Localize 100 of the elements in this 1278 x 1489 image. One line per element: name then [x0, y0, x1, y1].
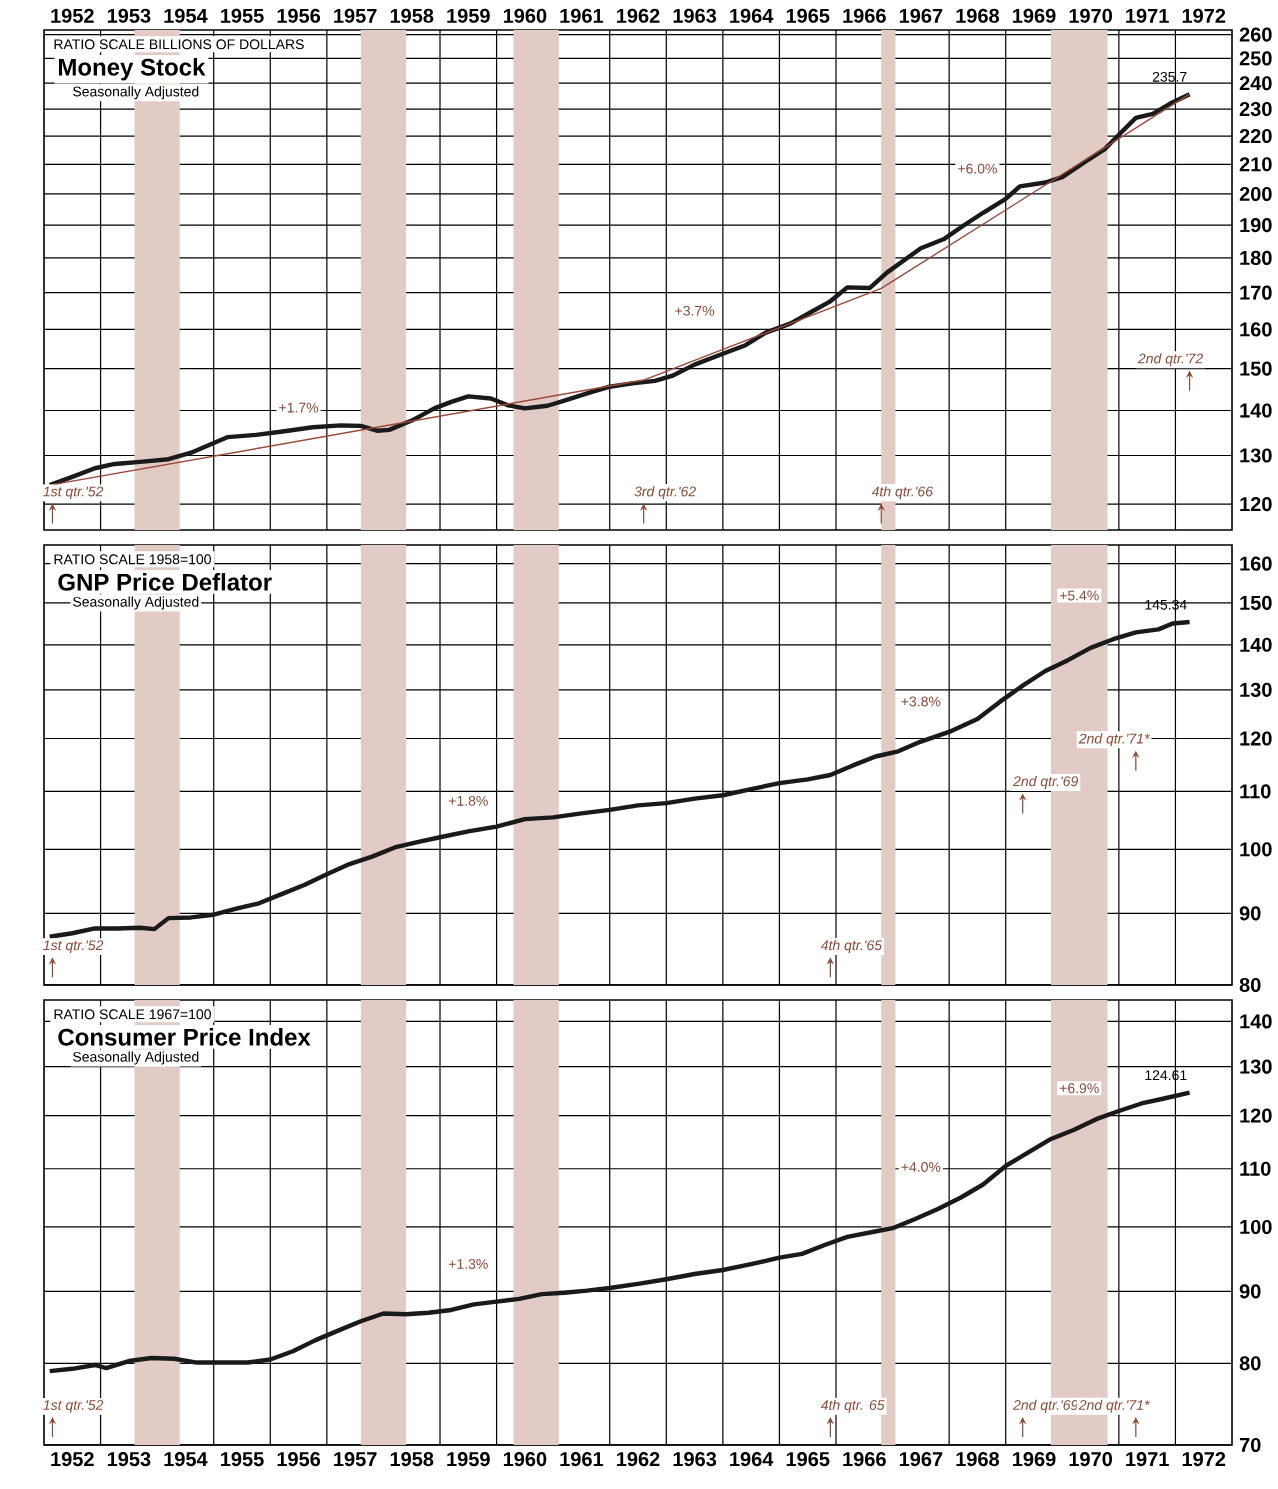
y-axis-title: RATIO SCALE 1958=100	[54, 554, 211, 565]
x-tick-label: 1960	[503, 1452, 547, 1467]
y-tick-label: 140	[1240, 637, 1272, 652]
x-tick-label: 1972	[1182, 1452, 1226, 1467]
y-tick-label: 130	[1240, 682, 1272, 697]
x-tick-label: 1955	[221, 8, 264, 23]
x-tick-label: 1958	[390, 1452, 434, 1467]
x-tick-label: 1953	[107, 1452, 151, 1467]
line-series	[47, 619, 1192, 939]
y-axis-title: RATIO SCALE BILLIONS OF DOLLARS	[54, 39, 304, 50]
y-tick-label: 120	[1240, 1108, 1272, 1123]
annotation: 2nd qtr.'71*	[1078, 733, 1150, 747]
annotation: 1st qtr.'52	[43, 1400, 104, 1413]
x-tick-label: 1954	[164, 8, 208, 23]
x-tick-label: 1952	[51, 1452, 94, 1467]
y-tick-label: 250	[1239, 51, 1272, 66]
y-tick-label: 90	[1239, 1284, 1261, 1299]
annotation: 1st qtr.'52	[43, 486, 104, 500]
x-tick-label: 1969	[1013, 1452, 1056, 1467]
y-tick-label: 110	[1240, 1161, 1271, 1176]
x-tick-label: 1957	[334, 1452, 377, 1467]
x-tick-label: 1957	[334, 8, 377, 23]
y-tick-label: 170	[1240, 285, 1272, 300]
text: Money Stock	[59, 58, 206, 81]
y-tick-label: 160	[1240, 322, 1272, 337]
x-tick-label: 1967	[899, 8, 943, 23]
annotation: +1.7%	[279, 402, 319, 413]
annotation: +4.0%	[901, 1162, 941, 1172]
x-tick-label: 1963	[673, 8, 717, 23]
x-tick-label: 1964	[730, 1452, 774, 1467]
annotation: +1.3%	[448, 1259, 488, 1269]
x-tick-label: 1955	[221, 1452, 264, 1467]
x-tick-label: 1959	[447, 1452, 490, 1467]
x-tick-label: 1962	[617, 1452, 660, 1467]
annotation: +6.0%	[958, 163, 997, 174]
y-tick-label: 210	[1239, 157, 1272, 172]
y-tick-label: 90	[1239, 906, 1261, 921]
x-tick-label: 1966	[843, 1452, 886, 1467]
annotation: 3rd qtr.'62	[634, 486, 696, 500]
y-axis-title: RATIO SCALE 1967=100	[54, 1009, 211, 1020]
y-tick-label: 130	[1240, 1059, 1272, 1074]
x-tick-label: 1963	[673, 1452, 717, 1467]
annotation: +6.9%	[1059, 1083, 1099, 1094]
text: Seasonally Adjusted	[73, 596, 199, 610]
x-tick-label: 1970	[1069, 1452, 1113, 1467]
x-tick-label: 1970	[1069, 8, 1113, 23]
x-tick-label: 1965	[786, 8, 830, 23]
text: Consumer Price Index	[58, 1028, 311, 1046]
y-tick-label: 80	[1239, 1356, 1261, 1371]
x-tick-label: 1967	[899, 1452, 943, 1467]
y-tick-label: 120	[1240, 497, 1272, 512]
x-tick-label: 1961	[560, 8, 604, 23]
text: Seasonally Adjusted	[73, 86, 199, 100]
x-tick-label: 1966	[843, 8, 886, 23]
x-tick-label: 1953	[107, 8, 151, 23]
y-tick-label: 140	[1240, 1014, 1272, 1029]
y-tick-label: 180	[1240, 250, 1272, 265]
y-tick-label: 120	[1240, 731, 1272, 746]
y-tick-label: 70	[1239, 1437, 1261, 1453]
x-tick-label: 1964	[730, 8, 774, 23]
annotation: 1st qtr.'52	[43, 940, 104, 953]
x-tick-label: 1954	[164, 1452, 208, 1467]
y-tick-label: 110	[1240, 784, 1271, 799]
annotation: 4th qtr. 65	[820, 1399, 885, 1413]
y-tick-label: 260	[1239, 27, 1272, 42]
annotation: +1.8%	[448, 795, 488, 806]
x-tick-label: 1956	[277, 1452, 321, 1467]
y-tick-label: 150	[1240, 595, 1272, 610]
x-tick-label: 1962	[617, 8, 660, 23]
y-tick-label: 190	[1240, 218, 1272, 233]
y-tick-label: 130	[1240, 448, 1272, 463]
y-tick-label: 160	[1240, 556, 1272, 571]
x-tick-label: 1971	[1126, 8, 1169, 23]
x-tick-label: 1961	[560, 1452, 604, 1467]
y-tick-label: 100	[1240, 1219, 1272, 1235]
annotation: 4th qtr.'65	[820, 939, 883, 953]
annotation: +5.4%	[1059, 590, 1099, 601]
x-tick-label: 1958	[390, 8, 434, 23]
y-tick-label: 240	[1239, 76, 1272, 91]
y-tick-label: 220	[1239, 128, 1272, 144]
annotation: 2nd qtr.'69	[1013, 1399, 1078, 1413]
x-tick-label: 1969	[1013, 8, 1056, 23]
y-tick-label: 230	[1239, 101, 1272, 117]
x-tick-label: 1968	[956, 8, 1000, 23]
x-tick-label: 1956	[277, 8, 321, 23]
y-tick-label: 140	[1240, 403, 1272, 418]
y-tick-label: 150	[1240, 361, 1272, 376]
x-tick-label: 1965	[786, 1452, 830, 1467]
text: GNP Price Deflator	[58, 573, 272, 591]
annotation: 2nd qtr.'72	[1137, 353, 1203, 367]
x-tick-label: 1971	[1126, 1452, 1169, 1467]
x-tick-label: 1972	[1182, 8, 1226, 23]
y-tick-label: 200	[1239, 186, 1272, 202]
annotation: 2nd qtr.'69	[1013, 775, 1078, 789]
y-tick-label: 100	[1240, 842, 1272, 857]
y-tick-label: 80	[1239, 977, 1261, 993]
x-tick-label: 1968	[956, 1452, 1000, 1467]
x-tick-label: 1960	[503, 8, 547, 23]
annotation: 4th qtr.'66	[871, 486, 933, 500]
x-tick-label: 1959	[447, 8, 490, 23]
